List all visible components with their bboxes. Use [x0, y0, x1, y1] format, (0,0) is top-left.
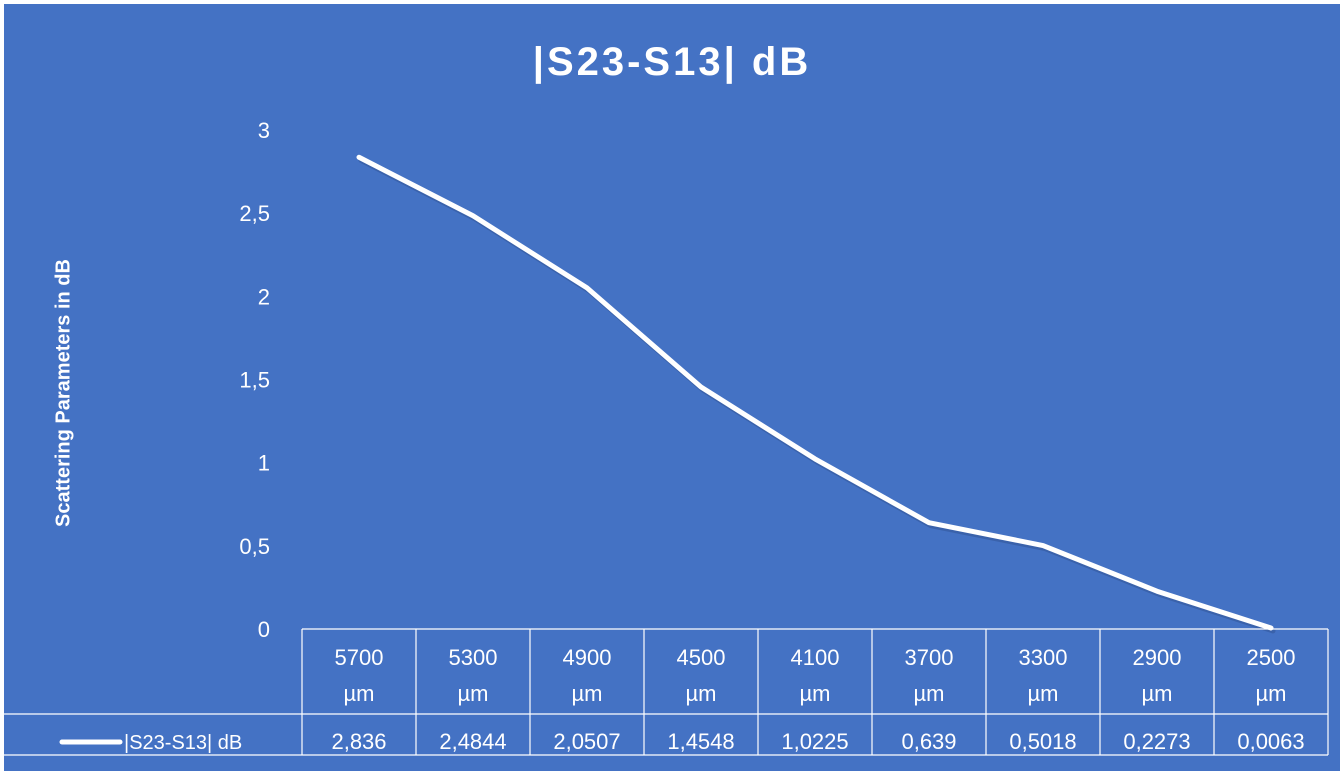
category-unit-label: µm — [685, 681, 716, 706]
category-unit-label: µm — [1027, 681, 1058, 706]
category-label: 5300 — [449, 645, 498, 670]
category-label: 2500 — [1247, 645, 1296, 670]
category-label: 3700 — [905, 645, 954, 670]
data-label: 2,0507 — [553, 729, 620, 754]
data-label: 0,5018 — [1009, 729, 1076, 754]
data-label: 1,4548 — [667, 729, 734, 754]
category-label: 4500 — [677, 645, 726, 670]
data-label: 0,639 — [901, 729, 956, 754]
y-tick-label: 1 — [258, 451, 270, 476]
category-unit-label: µm — [343, 681, 374, 706]
data-label: 1,0225 — [781, 729, 848, 754]
category-label: 4900 — [563, 645, 612, 670]
data-label: 0,0063 — [1237, 729, 1304, 754]
category-unit-label: µm — [1255, 681, 1286, 706]
category-unit-label: µm — [571, 681, 602, 706]
category-label: 5700 — [335, 645, 384, 670]
y-tick-label: 1,5 — [239, 368, 270, 393]
category-unit-label: µm — [913, 681, 944, 706]
series-line-layer — [356, 154, 1276, 634]
category-unit-label: µm — [1141, 681, 1172, 706]
y-axis-ticks: 0 0,5 1 1,5 2 2,5 3 — [239, 118, 270, 642]
chart-title: |S23-S13| dB — [532, 40, 812, 84]
y-tick-label: 2,5 — [239, 201, 270, 226]
y-tick-label: 3 — [258, 118, 270, 143]
category-unit-label: µm — [799, 681, 830, 706]
y-tick-label: 2 — [258, 284, 270, 309]
legend-series-name: |S23-S13| dB — [124, 732, 242, 754]
drop-lines — [358, 157, 1272, 629]
category-label: 4100 — [791, 645, 840, 670]
data-label: 2,836 — [331, 729, 386, 754]
category-label: 3300 — [1019, 645, 1068, 670]
series-line — [356, 154, 1274, 631]
data-label: 2,4844 — [439, 729, 506, 754]
data-label: 0,2273 — [1123, 729, 1190, 754]
category-unit-label: µm — [457, 681, 488, 706]
y-tick-label: 0,5 — [239, 534, 270, 559]
chart-area — [4, 4, 1340, 771]
y-tick-label: 0 — [258, 617, 270, 642]
data-table: 5700 µm 5300 µm 4900 µm 4500 µm 4100 µm 3700 µm 3300… — [0, 628, 1329, 756]
category-label: 2900 — [1133, 645, 1182, 670]
